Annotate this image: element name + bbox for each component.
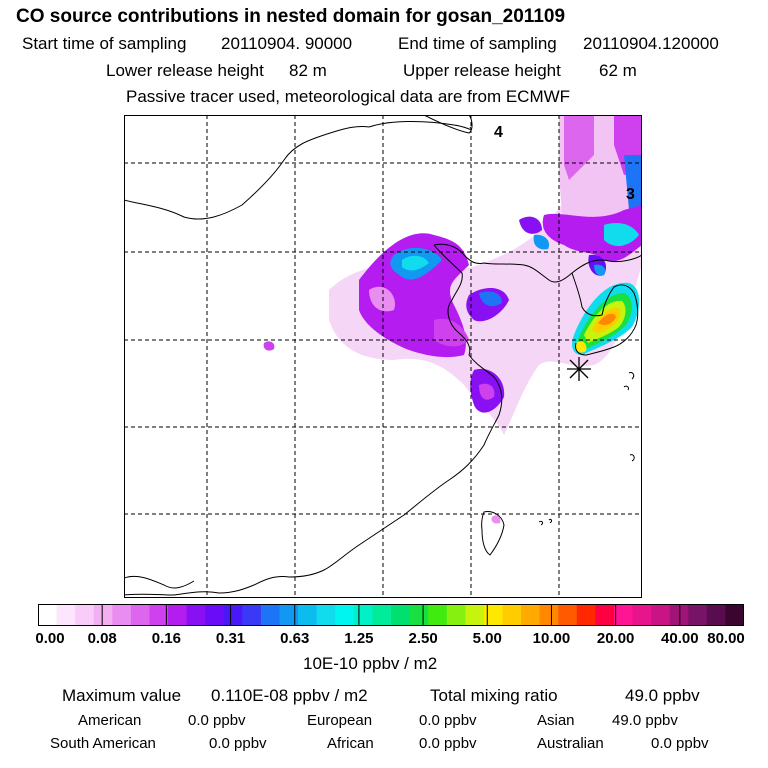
start-time-label: Start time of sampling [22,34,187,53]
region-value-south-american: 0.0 ppbv [209,735,267,752]
region-label-4: 4 [494,124,503,141]
colorbar-cell [186,604,206,626]
upper-release-label: Upper release height [403,61,561,80]
region-name-asian: Asian [537,712,575,729]
colorbar-cell [149,604,169,626]
colorbar-cell [483,604,504,626]
colorbar-tick-label: 10.00 [532,630,571,647]
colorbar-tick-label: 5.00 [472,630,502,647]
colorbar-tick-label: 0.00 [35,630,65,647]
region-name-south-american: South American [50,735,156,752]
region-value-american: 0.0 ppbv [188,712,246,729]
map-panel [124,115,642,598]
region-value-african: 0.0 ppbv [419,735,477,752]
total-mixing-value: 49.0 ppbv [625,686,700,705]
colorbar-cell [613,604,634,626]
upper-release-value: 62 m [599,61,637,80]
max-value: 0.110E-08 ppbv / m2 [211,686,368,705]
colorbar-cell [279,604,299,626]
colorbar-cell [168,604,188,626]
colorbar-cell [521,604,541,626]
region-name-european: European [307,712,373,729]
receptor-asterisk-icon [567,357,591,381]
total-mixing-label: Total mixing ratio [430,686,558,705]
region-name-australian: Australian [537,735,604,752]
colorbar-cell [706,604,727,626]
colorbar-cell [56,604,76,626]
colorbar-cell [130,604,151,626]
region-value-european: 0.0 ppbv [419,712,477,729]
colorbar-tick-label: 2.50 [408,630,438,647]
end-time-value: 20110904.120000 [583,34,719,53]
colorbar-cell [38,604,58,626]
end-time-label: End time of sampling [398,34,557,53]
colorbar-tick-label: 0.08 [87,630,117,647]
colorbar-cell [576,604,596,626]
colorbar-cell [632,604,652,626]
colorbar-cell [335,604,355,626]
colorbar-cell [409,604,429,626]
lower-release-label: Lower release height [106,61,264,80]
colorbar-cell [75,604,95,626]
colorbar-cell [260,604,281,626]
colorbar-tick-label: 20.00 [596,630,635,647]
colorbar-cell [242,604,262,626]
map-frame [124,115,642,598]
coastlines [124,115,642,596]
start-time-value: 20110904. 90000 [221,34,353,53]
colorbar-cell [353,604,374,626]
lat-lon-grid [124,115,642,598]
colorbar-cell [372,604,392,626]
colorbar-cell [446,604,466,626]
colorbar [38,604,744,626]
tracer-note: Passive tracer used, meteorological data… [126,87,571,106]
colorbar-cell [298,604,318,626]
colorbar-cell [465,604,485,626]
region-name-african: African [327,735,374,752]
colorbar-cell [502,604,522,626]
colorbar-cell [558,604,578,626]
region-value-asian: 49.0 ppbv [612,712,678,729]
colorbar-cell [688,604,708,626]
colorbar-cell [223,604,243,626]
colorbar-units: 10E-10 ppbv / m2 [303,654,438,673]
plot-title: CO source contributions in nested domain… [16,6,566,27]
colorbar-cell [725,604,744,626]
colorbar-tick-label: 80.00 [707,630,745,647]
colorbar-cell [391,604,411,626]
colorbar-cell [316,604,336,626]
colorbar-tick-label: 40.00 [661,630,699,647]
region-value-australian: 0.0 ppbv [651,735,709,752]
colorbar-cell [93,604,113,626]
colorbar-tick-label: 0.63 [280,630,310,647]
region-name-american: American [78,712,142,729]
lower-release-value: 82 m [289,61,327,80]
max-value-label: Maximum value [62,686,182,705]
region-label-3: 3 [626,186,635,203]
colorbar-cell [205,604,225,626]
colorbar-cell [428,604,448,626]
concentration-field [263,115,642,524]
colorbar-cell [651,604,671,626]
colorbar-tick-label: 1.25 [344,630,374,647]
colorbar-cell [595,604,615,626]
colorbar-tick-label: 0.16 [151,630,181,647]
colorbar-cell [112,604,132,626]
colorbar-cell [669,604,689,626]
colorbar-cell [539,604,559,626]
colorbar-tick-label: 0.31 [215,630,246,647]
